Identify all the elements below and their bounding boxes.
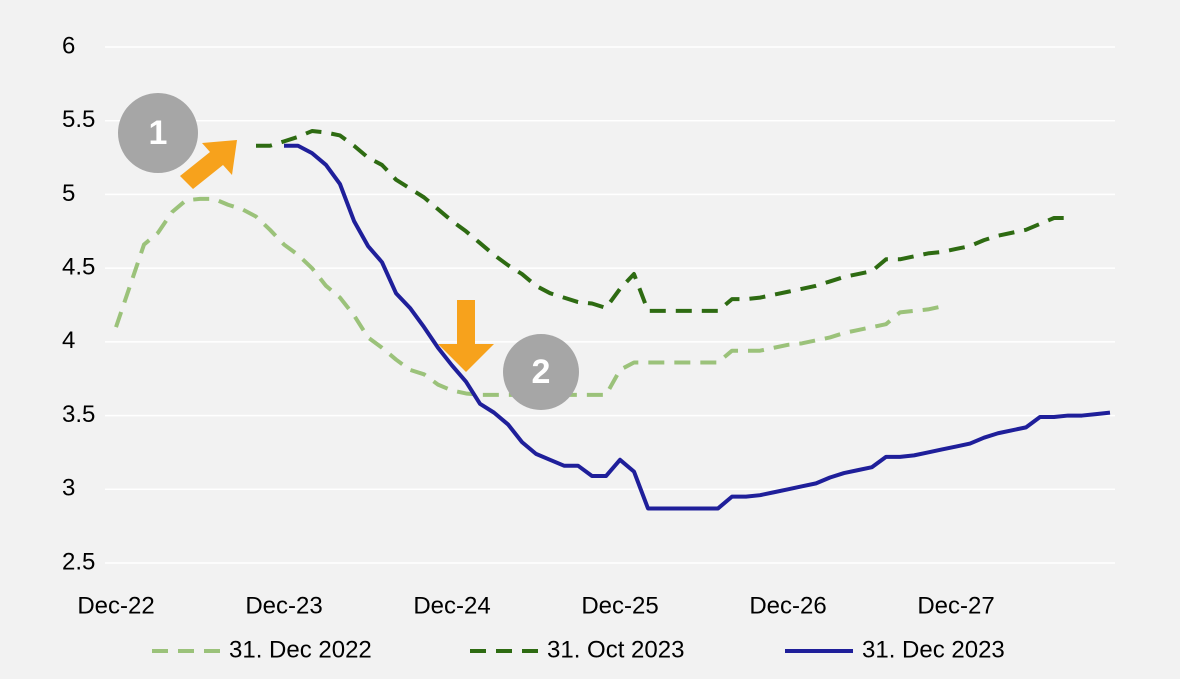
x-tick-label: Dec-25: [581, 592, 658, 619]
y-tick-label: 4.5: [62, 253, 95, 280]
legend-label: 31. Dec 2022: [229, 636, 372, 663]
grid: 2.5 3 3.5 4 4.5 5 5.5 6 Dec-22 Dec-23 Dec-24 Dec-25…: [62, 32, 1115, 619]
y-tick-label: 4: [62, 327, 75, 354]
series-line: [256, 129, 1068, 313]
x-tick-label: Dec-24: [413, 592, 490, 619]
annotation-text: 2: [532, 353, 551, 391]
y-tick-label: 3.5: [62, 401, 95, 428]
series-line: [284, 143, 1111, 511]
legend: 31. Dec 2022 31. Oct 2023 31. Dec 2023: [152, 636, 1005, 663]
annotation-1: 1: [118, 93, 237, 189]
annotation-text: 1: [149, 114, 168, 152]
arrow: [438, 300, 494, 372]
series-line: [114, 196, 943, 397]
x-tick-label: Dec-22: [77, 592, 154, 619]
legend-label: 31. Dec 2023: [862, 636, 1005, 663]
x-tick-label: Dec-23: [245, 592, 322, 619]
legend-label: 31. Oct 2023: [547, 636, 684, 663]
annotation-circle: [503, 334, 579, 410]
y-tick-label: 3: [62, 475, 75, 502]
y-tick-label: 5: [62, 180, 75, 207]
lines: [114, 129, 1111, 511]
annotation-2: 2: [438, 300, 579, 410]
annotation-circle: [118, 93, 198, 173]
y-tick-label: 6: [62, 32, 75, 59]
x-tick-label: Dec-26: [749, 592, 826, 619]
x-tick-label: Dec-27: [917, 592, 994, 619]
y-tick-label: 5.5: [62, 106, 95, 133]
arrow: [180, 140, 237, 189]
y-tick-label: 2.5: [62, 548, 95, 575]
